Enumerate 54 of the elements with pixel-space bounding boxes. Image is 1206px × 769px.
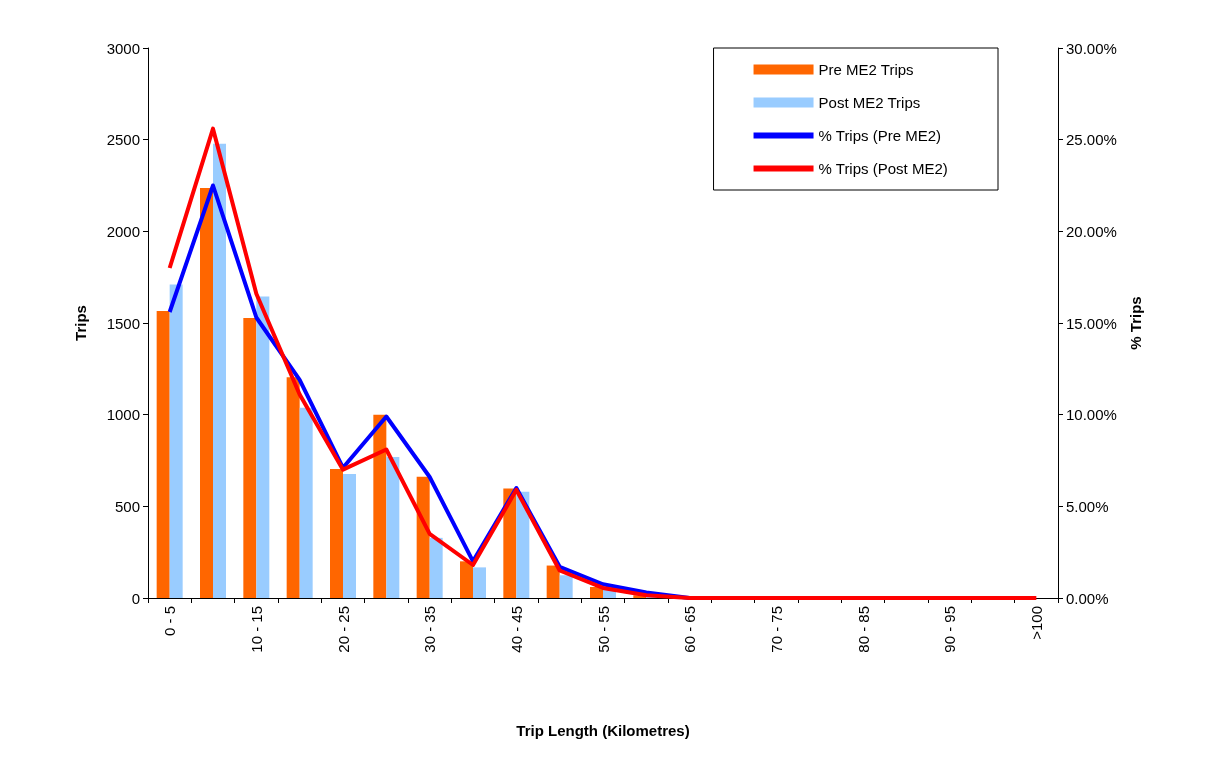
line-series	[167, 126, 1039, 600]
bar	[256, 296, 270, 598]
bar	[286, 377, 300, 598]
y2-axis-title: % Trips	[1127, 296, 1144, 350]
y-tick-label: 1500	[106, 314, 140, 332]
y-tick-label: 1000	[106, 406, 140, 424]
x-tick-label: >100	[1027, 606, 1045, 640]
bar	[299, 407, 313, 598]
legend-label: % Trips (Pre ME2)	[818, 127, 942, 144]
y2-tick-label: 10.00%	[1066, 406, 1117, 424]
y2-tick-label: 30.00%	[1066, 39, 1117, 57]
bar	[473, 567, 486, 598]
x-axis-title: Trip Length (Kilometres)	[516, 722, 690, 739]
x-tick-label: 10 - 15	[247, 606, 265, 653]
bar	[416, 476, 430, 598]
y-tick-label: 500	[114, 497, 140, 515]
y-tick-label: 3000	[106, 39, 140, 57]
legend-label: % Trips (Post ME2)	[818, 160, 948, 177]
bar	[559, 575, 573, 598]
x-tick-label: 80 - 85	[854, 606, 872, 653]
y-tick-label: 2000	[106, 222, 140, 240]
bar	[330, 468, 343, 598]
y-tick-label: 0	[131, 589, 140, 607]
x-tick-label: 60 - 65	[681, 606, 699, 653]
x-tick-label: 20 - 25	[334, 606, 352, 653]
bar	[200, 187, 213, 598]
bar	[343, 473, 356, 598]
x-tick-label: 50 - 55	[594, 606, 612, 653]
y2-tick-label: 15.00%	[1066, 314, 1117, 332]
x-tick-label: 40 - 45	[507, 606, 525, 653]
x-tick-label: 90 - 95	[941, 606, 959, 653]
y-tick-label: 2500	[106, 131, 140, 149]
bar	[156, 311, 170, 598]
bar	[546, 565, 560, 598]
legend-label: Post ME2 Trips	[818, 94, 921, 111]
legend-label: Pre ME2 Trips	[818, 61, 914, 78]
y2-tick-label: 5.00%	[1066, 497, 1109, 515]
bar	[386, 457, 400, 598]
y2-tick-label: 0.00%	[1066, 589, 1109, 607]
x-tick-label: 70 - 75	[767, 606, 785, 653]
y-axis-title: Trips	[72, 305, 89, 341]
bar	[516, 491, 530, 598]
x-tick-label: 0 - 5	[161, 606, 179, 637]
bar	[590, 587, 603, 598]
bar	[213, 143, 226, 598]
x-tick-label: 30 - 35	[421, 606, 439, 653]
y2-tick-label: 25.00%	[1066, 131, 1117, 149]
bar	[503, 488, 517, 598]
bar	[460, 561, 473, 598]
bar	[243, 318, 257, 598]
bar	[169, 284, 183, 598]
bar	[373, 414, 387, 598]
y2-tick-label: 20.00%	[1066, 222, 1117, 240]
bar	[429, 537, 443, 598]
